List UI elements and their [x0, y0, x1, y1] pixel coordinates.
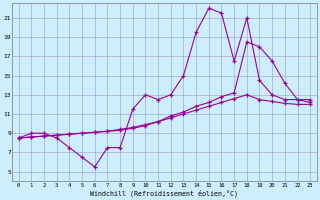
X-axis label: Windchill (Refroidissement éolien,°C): Windchill (Refroidissement éolien,°C) — [91, 189, 238, 197]
